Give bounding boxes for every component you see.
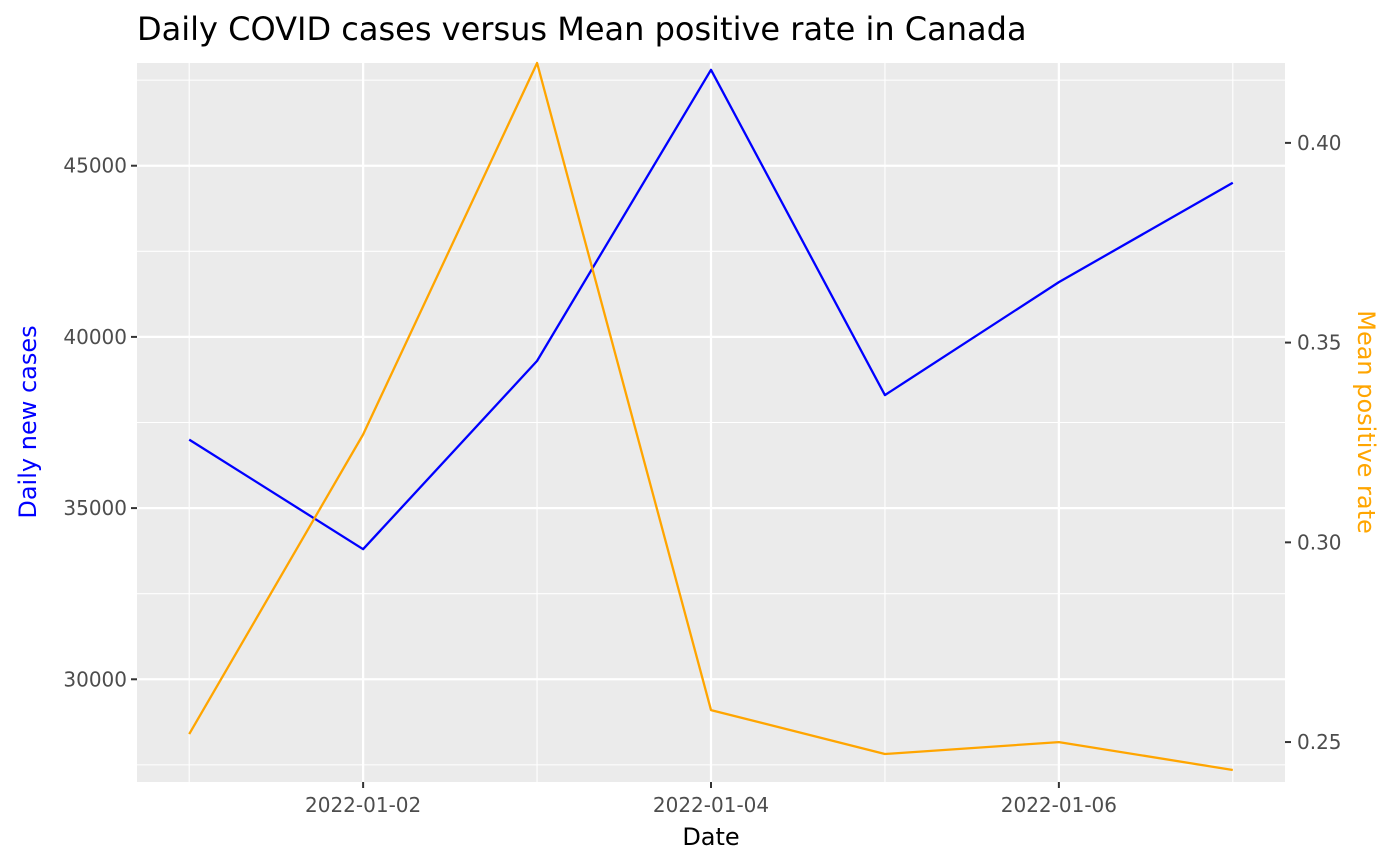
daily-new-cases-line (188, 68, 1234, 551)
mean-positive-rate-line (188, 61, 1233, 772)
left-y-tick-label: 45000 (63, 154, 127, 178)
right-y-tick-label: 0.40 (1297, 131, 1342, 155)
x-tick-label: 2022-01-04 (653, 793, 769, 817)
right-y-axis: 0.25 0.30 0.35 0.40 (1285, 131, 1342, 754)
right-y-tick-label: 0.25 (1297, 730, 1342, 754)
left-y-tick-label: 35000 (63, 496, 127, 520)
chart-title: Daily COVID cases versus Mean positive r… (137, 10, 1027, 48)
right-y-tick-label: 0.35 (1297, 331, 1342, 355)
left-y-axis-title: Daily new cases (14, 325, 42, 518)
right-y-axis-title: Mean positive rate (1352, 310, 1380, 534)
left-y-axis: 30000 35000 40000 45000 (63, 154, 137, 691)
right-y-tick-label: 0.30 (1297, 530, 1342, 554)
x-axis: 2022-01-02 2022-01-04 2022-01-06 (305, 782, 1117, 817)
x-axis-title: Date (682, 823, 739, 851)
x-tick-label: 2022-01-02 (305, 793, 421, 817)
series-lines (188, 61, 1234, 772)
left-y-tick-label: 40000 (63, 325, 127, 349)
major-gridlines (137, 63, 1285, 782)
x-tick-label: 2022-01-06 (1001, 793, 1117, 817)
left-y-tick-label: 30000 (63, 667, 127, 691)
